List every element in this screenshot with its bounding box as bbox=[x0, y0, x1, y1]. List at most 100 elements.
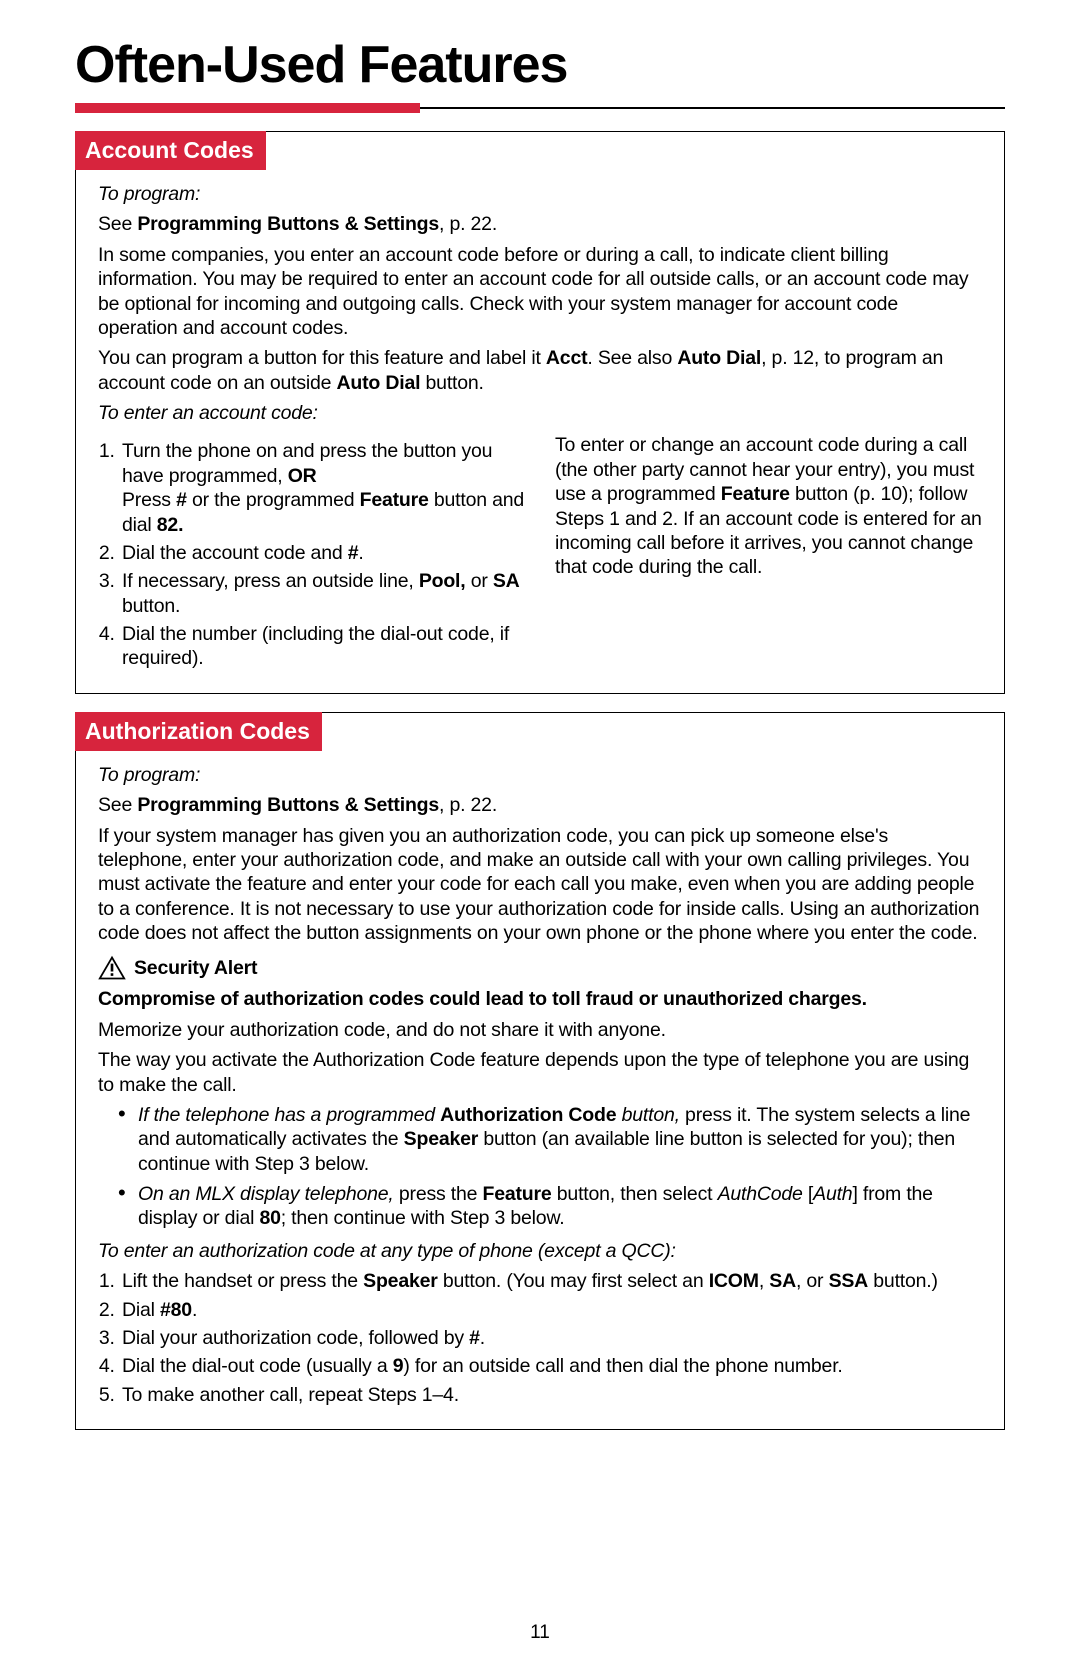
text-bold: OR bbox=[288, 465, 317, 487]
text: . bbox=[480, 1327, 485, 1349]
text-bold: #80 bbox=[160, 1299, 192, 1321]
text: . bbox=[358, 542, 363, 564]
alert-warning: Compromise of authorization codes could … bbox=[98, 987, 982, 1011]
text-italic: Auth bbox=[813, 1183, 852, 1205]
text: or bbox=[465, 570, 492, 592]
text-italic: If the telephone has a programmed bbox=[138, 1104, 440, 1126]
text: button.) bbox=[868, 1270, 938, 1292]
see-reference: See Programming Buttons & Settings, p. 2… bbox=[98, 212, 982, 236]
text: button. bbox=[122, 595, 180, 617]
section-content: To program: See Programming Buttons & Se… bbox=[76, 751, 1004, 1429]
underline-red bbox=[75, 103, 420, 113]
text-italic: button, bbox=[616, 1104, 679, 1126]
text: ; then continue with Step 3 below. bbox=[281, 1207, 565, 1229]
to-program-label: To program: bbox=[98, 182, 982, 206]
text-italic: AuthCode bbox=[718, 1183, 803, 1205]
text: press the bbox=[394, 1183, 483, 1205]
alert-icon bbox=[98, 955, 126, 981]
text-bold: # bbox=[469, 1327, 480, 1349]
security-alert-row: Security Alert bbox=[98, 955, 982, 981]
text: See bbox=[98, 213, 137, 235]
text: See bbox=[98, 794, 137, 816]
body-para: If your system manager has given you an … bbox=[98, 824, 982, 946]
text-bold: Authorization Code bbox=[440, 1104, 616, 1126]
body-para: The way you activate the Authorization C… bbox=[98, 1048, 982, 1097]
text: . bbox=[192, 1299, 197, 1321]
text: ) for an outside call and then dial the … bbox=[403, 1355, 842, 1377]
step-item: Dial your authorization code, followed b… bbox=[120, 1326, 982, 1350]
bullet-item: On an MLX display telephone, press the F… bbox=[138, 1182, 982, 1231]
step-item: If necessary, press an outside line, Poo… bbox=[120, 569, 525, 618]
text: . See also bbox=[587, 347, 677, 369]
section-account-codes: Account Codes To program: See Programmin… bbox=[75, 131, 1005, 694]
text-bold: SA bbox=[769, 1270, 796, 1292]
enter-code-label: To enter an account code: bbox=[98, 401, 982, 425]
left-column: Turn the phone on and press the button y… bbox=[98, 433, 525, 674]
bullet-list: If the telephone has a programmed Author… bbox=[98, 1103, 982, 1231]
text: , p. 22. bbox=[439, 213, 497, 235]
text: , or bbox=[796, 1270, 829, 1292]
body-para: In some companies, you enter an account … bbox=[98, 243, 982, 341]
section-header: Authorization Codes bbox=[75, 712, 322, 751]
text-bold: 9 bbox=[393, 1355, 404, 1377]
text: button. bbox=[420, 372, 483, 394]
text: Dial the account code and bbox=[122, 542, 348, 564]
text-bold: Speaker bbox=[404, 1128, 479, 1150]
bullet-item: If the telephone has a programmed Author… bbox=[138, 1103, 982, 1176]
step-item: Dial the account code and #. bbox=[120, 541, 525, 565]
step-item: To make another call, repeat Steps 1–4. bbox=[120, 1383, 982, 1407]
text: Dial your authorization code, followed b… bbox=[122, 1327, 469, 1349]
text: If necessary, press an outside line, bbox=[122, 570, 419, 592]
text-bold: 80 bbox=[259, 1207, 280, 1229]
step-item: Turn the phone on and press the button y… bbox=[120, 439, 525, 537]
enter-code-label: To enter an authorization code at any ty… bbox=[98, 1239, 982, 1263]
text: button. (You may first select an bbox=[438, 1270, 709, 1292]
text: button, then select bbox=[552, 1183, 718, 1205]
section-content: To program: See Programming Buttons & Se… bbox=[76, 170, 1004, 693]
text-bold: Feature bbox=[721, 483, 790, 505]
text: Press bbox=[122, 489, 176, 511]
section-authorization-codes: Authorization Codes To program: See Prog… bbox=[75, 712, 1005, 1430]
steps-list: Turn the phone on and press the button y… bbox=[98, 439, 525, 670]
text-italic: On an MLX display telephone, bbox=[138, 1183, 394, 1205]
text-bold: Auto Dial bbox=[677, 347, 761, 369]
text: Dial the dial-out code (usually a bbox=[122, 1355, 393, 1377]
page: Often-Used Features Account Codes To pro… bbox=[0, 0, 1080, 1669]
text-bold: Speaker bbox=[363, 1270, 438, 1292]
text-bold: ICOM bbox=[709, 1270, 759, 1292]
text-bold: 82. bbox=[157, 514, 184, 536]
two-column: Turn the phone on and press the button y… bbox=[98, 433, 982, 674]
alert-label: Security Alert bbox=[134, 956, 257, 980]
right-column: To enter or change an account code durin… bbox=[555, 433, 982, 674]
to-program-label: To program: bbox=[98, 763, 982, 787]
text-bold: Programming Buttons & Settings bbox=[137, 213, 439, 235]
text: Dial bbox=[122, 1299, 160, 1321]
text-bold: Feature bbox=[483, 1183, 552, 1205]
section-header: Account Codes bbox=[75, 131, 266, 170]
text: Lift the handset or press the bbox=[122, 1270, 363, 1292]
text-bold: SSA bbox=[829, 1270, 869, 1292]
step-item: Dial #80. bbox=[120, 1298, 982, 1322]
body-para: You can program a button for this featur… bbox=[98, 346, 982, 395]
text: , p. 22. bbox=[439, 794, 497, 816]
text-bold: Programming Buttons & Settings bbox=[137, 794, 439, 816]
body-para: Memorize your authorization code, and do… bbox=[98, 1018, 982, 1042]
text-bold: Pool, bbox=[419, 570, 466, 592]
text: , bbox=[759, 1270, 769, 1292]
text: or the programmed bbox=[187, 489, 360, 511]
text: You can program a button for this featur… bbox=[98, 347, 546, 369]
page-number: 11 bbox=[0, 1622, 1080, 1644]
see-reference: See Programming Buttons & Settings, p. 2… bbox=[98, 793, 982, 817]
text-bold: Feature bbox=[360, 489, 429, 511]
underline-black bbox=[420, 107, 1005, 109]
text-bold: # bbox=[348, 542, 359, 564]
step-item: Dial the number (including the dial-out … bbox=[120, 622, 525, 671]
title-underline bbox=[75, 103, 1005, 113]
page-title: Often-Used Features bbox=[75, 35, 1005, 95]
text-bold: Auto Dial bbox=[337, 372, 421, 394]
step-item: Dial the dial-out code (usually a 9) for… bbox=[120, 1354, 982, 1378]
step-item: Lift the handset or press the Speaker bu… bbox=[120, 1269, 982, 1293]
text-bold: Acct bbox=[546, 347, 587, 369]
text-bold: SA bbox=[493, 570, 520, 592]
steps-list: Lift the handset or press the Speaker bu… bbox=[98, 1269, 982, 1407]
